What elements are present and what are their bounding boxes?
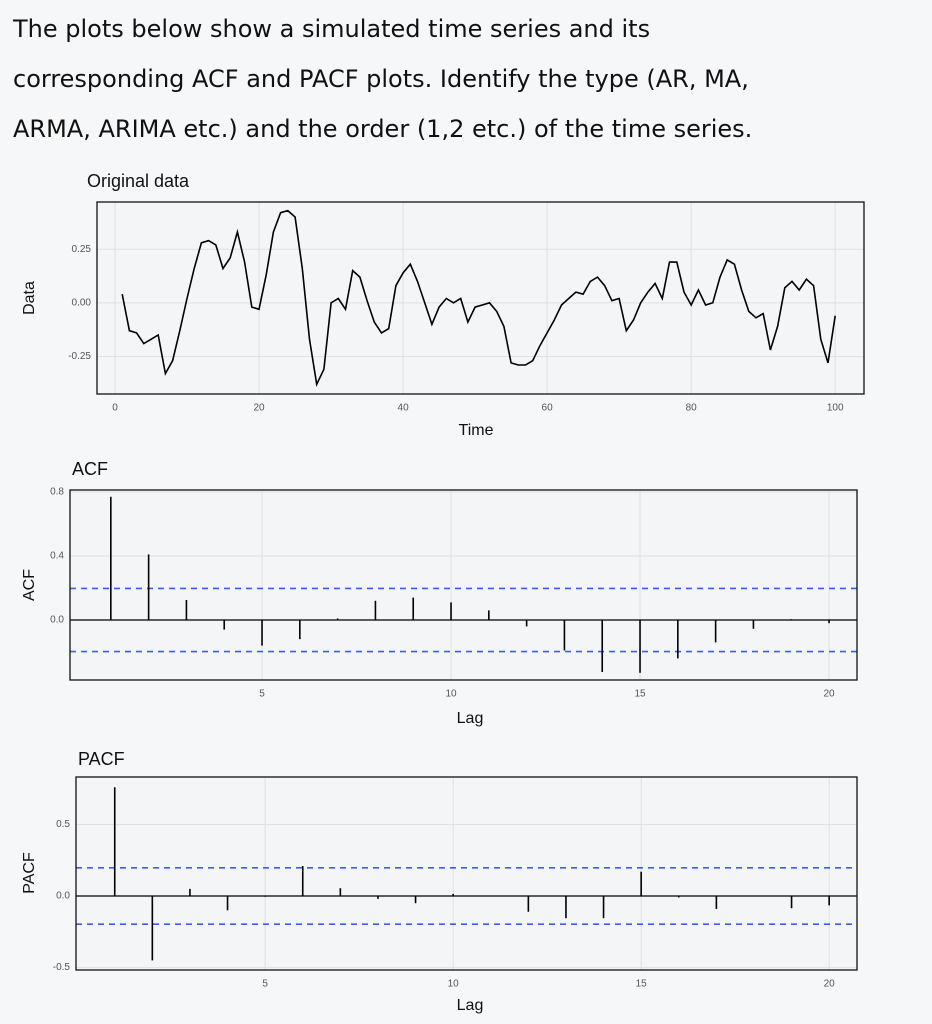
x-tick-label: 60 [542,403,554,414]
x-tick-label: 0 [112,403,118,414]
panel [76,777,857,970]
chart-title: PACF [78,749,125,769]
x-tick-label: 5 [262,979,268,990]
question-line: ARMA, ARIMA etc.) and the order (1,2 etc… [13,115,753,143]
x-tick-label: 10 [448,979,460,990]
y-axis-label: ACF [21,569,38,601]
y-axis-label: Data [21,281,38,315]
y-tick-label: 0.0 [50,615,64,626]
question-line: corresponding ACF and PACF plots. Identi… [13,65,749,93]
panel [70,490,857,680]
x-tick-label: 40 [398,403,410,414]
y-tick-label: 0.00 [72,297,92,308]
y-tick-label: 0.5 [56,819,70,830]
y-tick-label: 0.4 [50,551,64,562]
question-line: The plots below show a simulated time se… [13,15,651,43]
x-tick-label: 15 [634,689,646,700]
y-axis-label: PACF [21,852,38,894]
x-tick-label: 20 [823,689,835,700]
panel [97,202,864,394]
x-tick-label: 20 [253,403,265,414]
panel-border [69,489,858,681]
x-tick-label: 10 [445,689,457,700]
panel-border [75,776,858,971]
x-tick-label: 20 [824,979,836,990]
chart-title: Original data [87,171,190,191]
x-tick-label: 80 [686,403,698,414]
y-tick-label: -0.5 [53,962,71,973]
x-axis-label: Lag [457,997,484,1014]
x-axis-label: Time [459,422,494,439]
x-tick-label: 100 [827,403,844,414]
question: The plots below show a simulated time se… [13,4,752,154]
x-axis-label: Lag [457,710,484,727]
y-tick-label: -0.25 [68,351,91,362]
series-line [121,209,836,387]
panel-border [96,201,865,395]
y-tick-label: 0.0 [56,891,70,902]
y-tick-label: 0.8 [50,487,64,498]
y-tick-label: 0.25 [72,244,92,255]
chart-title: ACF [72,459,108,479]
x-tick-label: 5 [259,689,265,700]
x-tick-label: 15 [636,979,648,990]
